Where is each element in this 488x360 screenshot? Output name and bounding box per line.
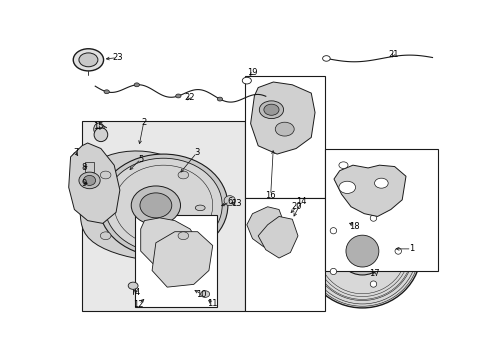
Text: 6: 6 — [226, 197, 232, 206]
Text: 8: 8 — [81, 163, 86, 172]
Ellipse shape — [303, 194, 420, 308]
Text: 7: 7 — [73, 148, 78, 157]
Ellipse shape — [195, 205, 205, 211]
Text: 13: 13 — [230, 199, 241, 208]
Ellipse shape — [83, 175, 96, 185]
Ellipse shape — [128, 282, 138, 289]
Ellipse shape — [178, 232, 188, 240]
Polygon shape — [246, 207, 284, 247]
Ellipse shape — [140, 193, 171, 218]
Ellipse shape — [79, 53, 98, 67]
Text: 23: 23 — [112, 53, 122, 62]
Ellipse shape — [200, 291, 209, 297]
Ellipse shape — [369, 281, 376, 287]
Ellipse shape — [338, 181, 355, 193]
Bar — [244, 198, 324, 311]
Bar — [244, 76, 324, 198]
Ellipse shape — [217, 97, 222, 101]
Text: 21: 21 — [387, 50, 398, 59]
Text: 19: 19 — [247, 68, 257, 77]
Ellipse shape — [322, 56, 329, 61]
Ellipse shape — [79, 172, 100, 189]
Ellipse shape — [131, 186, 180, 225]
Text: 14: 14 — [296, 197, 306, 206]
Ellipse shape — [104, 90, 109, 94]
Bar — [324, 149, 437, 270]
Text: 15: 15 — [93, 122, 103, 131]
Polygon shape — [250, 82, 314, 154]
Ellipse shape — [242, 77, 251, 84]
Bar — [82, 121, 244, 311]
Text: 2: 2 — [141, 118, 146, 127]
Ellipse shape — [345, 235, 378, 267]
Ellipse shape — [275, 122, 294, 136]
Ellipse shape — [337, 227, 386, 275]
Ellipse shape — [329, 268, 336, 275]
Ellipse shape — [100, 232, 111, 240]
Ellipse shape — [264, 104, 279, 115]
Ellipse shape — [94, 123, 104, 135]
Ellipse shape — [369, 215, 376, 221]
Text: 9: 9 — [81, 179, 86, 188]
Ellipse shape — [338, 162, 347, 168]
Polygon shape — [80, 151, 220, 260]
Text: 17: 17 — [368, 269, 379, 278]
Ellipse shape — [99, 154, 227, 257]
Ellipse shape — [329, 228, 336, 234]
Text: 12: 12 — [133, 300, 144, 309]
Polygon shape — [152, 232, 212, 287]
Text: 11: 11 — [207, 299, 218, 308]
Polygon shape — [68, 143, 120, 223]
Text: 16: 16 — [265, 190, 275, 199]
Text: 10: 10 — [196, 289, 206, 298]
Ellipse shape — [175, 94, 181, 98]
Ellipse shape — [100, 171, 111, 179]
Text: 18: 18 — [349, 222, 359, 231]
Ellipse shape — [134, 83, 139, 87]
Bar — [135, 215, 216, 306]
Polygon shape — [141, 218, 197, 276]
Ellipse shape — [94, 128, 107, 141]
Ellipse shape — [73, 49, 103, 71]
Text: 4: 4 — [134, 288, 139, 297]
Polygon shape — [72, 153, 78, 162]
Text: 5: 5 — [138, 154, 143, 163]
Ellipse shape — [374, 178, 387, 188]
Ellipse shape — [259, 101, 283, 118]
Text: 3: 3 — [194, 148, 199, 157]
Text: 20: 20 — [291, 202, 302, 211]
Text: 22: 22 — [183, 93, 194, 102]
Bar — [84, 182, 94, 187]
Bar — [84, 162, 94, 172]
Text: 1: 1 — [408, 244, 413, 253]
Ellipse shape — [224, 195, 235, 206]
Ellipse shape — [394, 248, 401, 254]
Polygon shape — [333, 165, 405, 216]
Polygon shape — [258, 216, 297, 258]
Ellipse shape — [104, 158, 222, 252]
Ellipse shape — [178, 171, 188, 179]
